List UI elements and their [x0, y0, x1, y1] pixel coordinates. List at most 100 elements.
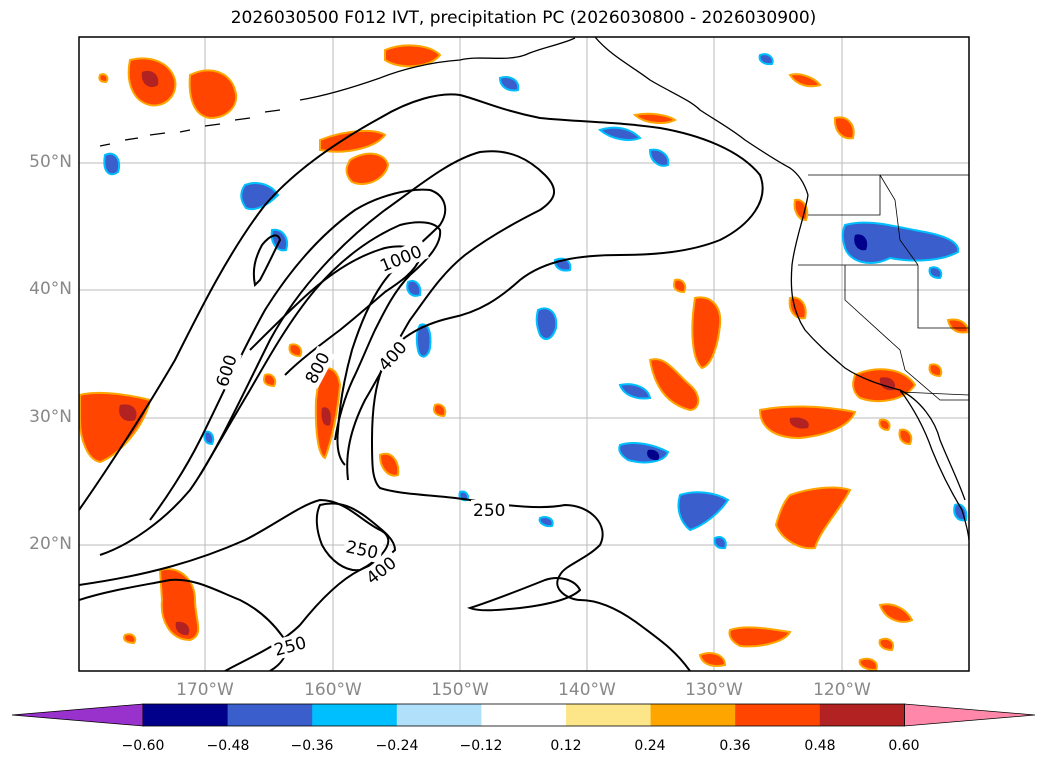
anomaly-blob — [854, 234, 868, 251]
colorbar-tick: −0.36 — [290, 738, 334, 754]
colorbar — [11, 703, 1036, 727]
anomaly-blob — [288, 343, 303, 358]
colorbar-segment — [396, 704, 482, 726]
colorbar-tick: 0.24 — [634, 738, 666, 754]
anomaly-blob — [415, 323, 432, 358]
anomaly-blob — [647, 449, 660, 461]
anomaly-blob — [858, 657, 878, 671]
colorbar-segment — [143, 704, 229, 726]
anomaly-blob — [240, 182, 280, 211]
anomaly-blob — [433, 403, 447, 418]
map-background — [79, 37, 969, 671]
anomaly-blob — [188, 69, 238, 120]
coastlines — [99, 37, 969, 541]
anomaly-blob — [788, 73, 822, 88]
colorbar-tick: −0.12 — [459, 738, 503, 754]
anomaly-blob — [677, 491, 730, 532]
map-title: 2026030500 F012 IVT, precipitation PC (2… — [230, 8, 817, 28]
anomaly-blob — [878, 418, 891, 432]
colorbar-tick: 0.48 — [804, 738, 836, 754]
aleutian-islands — [99, 109, 281, 147]
baja-california — [899, 389, 969, 541]
az-border — [904, 369, 969, 401]
anomaly-blob — [728, 626, 792, 648]
anomaly-blob — [758, 53, 774, 66]
idaho-border — [879, 174, 919, 266]
lat-label-30n: 30°N — [29, 407, 72, 427]
anomaly-blob — [774, 486, 852, 550]
anomaly-blob — [691, 296, 722, 370]
anomaly-blob — [713, 536, 727, 550]
negative-anomaly-regions — [103, 53, 968, 550]
nv-border — [917, 265, 969, 329]
anomaly-blob — [321, 407, 331, 426]
colorbar-tick: −0.60 — [121, 738, 165, 754]
alaska-coastline — [299, 37, 576, 101]
positive-anomaly-regions — [79, 44, 969, 671]
colorbar-tick: 0.60 — [888, 738, 920, 754]
ivt-contour-600 — [149, 188, 447, 521]
anomaly-blob — [535, 307, 558, 341]
ivt-contour-250-lower — [467, 577, 582, 612]
colorbar-extend-max — [904, 703, 1036, 727]
anomaly-blob — [648, 148, 670, 167]
anomaly-blob — [698, 652, 727, 667]
colorbar-segment — [481, 704, 567, 726]
ivt-contour-800 — [199, 221, 442, 476]
lon-label-170w: 170°W — [176, 680, 234, 700]
anomaly-blob — [345, 152, 390, 185]
colorbar-tick: −0.24 — [375, 738, 419, 754]
colorbar-extend-min — [11, 703, 144, 727]
lon-label-140w: 140°W — [558, 680, 616, 700]
anomaly-blob — [203, 430, 215, 446]
anomaly-blob — [673, 278, 687, 294]
colorbar-segment — [227, 704, 313, 726]
colorbar-segment — [566, 704, 652, 726]
map-panel: 1000 800 600 400 250 250 250 400 — [78, 36, 970, 672]
lon-label-120w: 120°W — [813, 680, 871, 700]
bc-coastline — [594, 37, 809, 196]
anomaly-blob — [618, 383, 652, 400]
colorbar-segment — [735, 704, 821, 726]
contour-label: 250 — [473, 501, 505, 521]
anomaly-blob — [384, 44, 442, 68]
colorbar-segment — [650, 704, 736, 726]
anomaly-blob — [103, 152, 121, 176]
anomaly-blob — [789, 417, 809, 429]
us-west-coastline — [790, 194, 966, 501]
anomaly-blob — [898, 428, 913, 446]
lat-label-50n: 50°N — [29, 152, 72, 172]
anomaly-blob — [498, 76, 520, 92]
lon-label-130w: 130°W — [685, 680, 743, 700]
anomaly-blob — [648, 358, 700, 412]
anomaly-blob — [378, 452, 400, 477]
anomaly-blob — [841, 221, 960, 264]
anomaly-blob — [878, 637, 894, 652]
anomaly-blob — [538, 516, 554, 528]
anomaly-blob — [119, 404, 137, 422]
state-borders — [798, 174, 969, 401]
colorbar-outline — [142, 703, 905, 727]
lat-label-40n: 40°N — [29, 279, 72, 299]
anomaly-blob — [141, 70, 159, 88]
anomaly-blob — [632, 112, 677, 124]
lat-label-20n: 20°N — [29, 534, 72, 554]
ivt-contour-250 — [79, 498, 390, 671]
colorbar-segment — [312, 704, 398, 726]
ivt-contour-400 — [99, 150, 555, 556]
colorbar-tick: 0.36 — [719, 738, 751, 754]
anomaly-blob — [833, 116, 855, 140]
anomaly-blob — [123, 633, 137, 645]
anomaly-blob — [597, 126, 642, 141]
mexico-border — [899, 391, 969, 396]
colorbar-tick: 0.12 — [550, 738, 582, 754]
ivt-contours — [79, 93, 764, 671]
anomaly-blob — [319, 129, 387, 153]
anomaly-blob — [175, 621, 190, 636]
anomaly-blob — [158, 568, 200, 642]
anomaly-blob — [928, 266, 943, 280]
ivt-contour-600-inner — [252, 234, 282, 288]
map-frame — [78, 36, 970, 672]
anomaly-blob — [263, 373, 277, 388]
anomaly-blob — [98, 73, 109, 84]
